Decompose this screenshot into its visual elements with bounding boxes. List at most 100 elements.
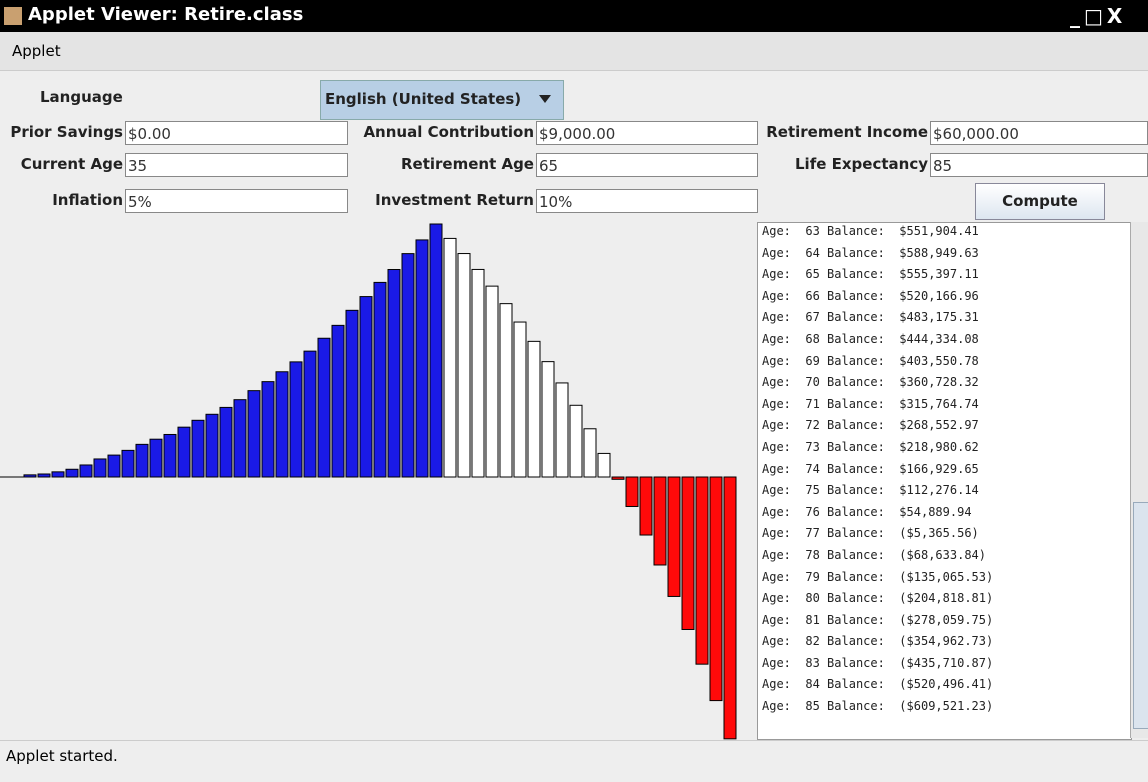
bar [457,253,471,478]
balance: $268,552.97 [899,418,979,433]
bar [65,468,79,478]
bar [527,340,541,478]
text-field[interactable]: 65 [536,153,758,177]
scroll-thumb[interactable] [1133,502,1148,729]
balance: $444,334.08 [899,331,979,346]
list-row: Age: 74 Balance: $166,929.65 [762,459,1131,481]
bar [681,476,695,630]
list-row: Age: 68 Balance: $444,334.08 [762,329,1131,351]
balance: $166,929.65 [899,461,979,476]
balance-prefix: Balance: [827,612,885,627]
field-label: Life Expectancy [795,155,928,173]
text-field[interactable]: $9,000.00 [536,121,758,145]
balance-prefix: Balance: [827,439,885,454]
age-prefix: Age: [762,677,791,692]
text-field[interactable]: 5% [125,189,348,213]
compute-button[interactable]: Compute [975,183,1105,220]
bar [261,381,275,478]
menu-item[interactable]: Applet [12,42,61,60]
bar [695,476,709,665]
balance: $54,889.94 [899,504,972,519]
balance-prefix: Balance: [827,569,885,584]
age-prefix: Age: [762,655,791,670]
field-label: Retirement Income [766,123,928,141]
status-text: Applet started. [6,747,118,765]
list-row: Age: 78 Balance: ($68,633.84) [762,545,1131,567]
balance-prefix: Balance: [827,655,885,670]
bar [415,239,429,478]
bar [219,406,233,478]
balance: $218,980.62 [899,439,979,454]
balance: $112,276.14 [899,483,979,498]
bar [191,419,205,478]
bar [387,269,401,478]
list-row: Age: 64 Balance: $588,949.63 [762,243,1131,265]
text-field[interactable]: 85 [930,153,1148,177]
bar [555,382,569,478]
bar [23,474,37,478]
age-prefix: Age: [762,547,791,562]
age: 64 [805,245,820,260]
bar [205,413,219,478]
age-prefix: Age: [762,612,791,627]
list-row: Age: 76 Balance: $54,889.94 [762,502,1131,524]
balance: $588,949.63 [899,245,979,260]
list-row: Age: 83 Balance: ($435,710.87) [762,653,1131,675]
field-label: Current Age [20,155,123,173]
text-field[interactable]: 10% [536,189,758,213]
age: 74 [805,461,820,476]
list-row: Age: 85 Balance: ($609,521.23) [762,696,1131,718]
list-row: Age: 65 Balance: $555,397.11 [762,264,1131,286]
bar [345,309,359,478]
age: 80 [805,591,820,606]
window-controls[interactable]: _□X [1070,4,1127,28]
balance: ($435,710.87) [899,655,994,670]
list-row: Age: 70 Balance: $360,728.32 [762,372,1131,394]
balance-prefix: Balance: [827,375,885,390]
status-bar: Applet started. [0,740,1148,771]
bar [723,476,737,740]
age-prefix: Age: [762,634,791,649]
text-field[interactable]: 35 [125,153,348,177]
bar [317,337,331,478]
balance-prefix: Balance: [827,245,885,260]
age-prefix: Age: [762,418,791,433]
language-value: English (United States) [325,90,522,108]
balance-prefix: Balance: [827,267,885,282]
age: 77 [805,526,820,541]
age: 73 [805,439,820,454]
balance: $520,166.96 [899,288,979,303]
balance: ($354,962.73) [899,634,994,649]
bar [541,361,555,478]
age: 81 [805,612,820,627]
bar [611,476,625,480]
list-row: Age: 81 Balance: ($278,059.75) [762,610,1131,632]
age-prefix: Age: [762,461,791,476]
list-row: Age: 69 Balance: $403,550.78 [762,351,1131,373]
age: 68 [805,331,820,346]
age-prefix: Age: [762,526,791,541]
list-row: Age: 63 Balance: $551,904.41 [762,223,1131,243]
age-prefix: Age: [762,396,791,411]
bar [93,458,107,478]
list-row: Age: 82 Balance: ($354,962.73) [762,631,1131,653]
text-field[interactable]: $60,000.00 [930,121,1148,145]
scrollbar[interactable] [1130,222,1148,738]
balance: ($204,818.81) [899,591,994,606]
balance-list: Age: 63 Balance: $551,904.41 Age: 64 Bala… [757,222,1132,740]
bar [51,471,65,478]
text-field[interactable]: $0.00 [125,121,348,145]
bar [121,449,135,478]
balance-prefix: Balance: [827,224,885,238]
age: 66 [805,288,820,303]
field-label: Annual Contribution [363,123,534,141]
title-bar: Applet Viewer: Retire.class _□X [0,0,1148,32]
age-prefix: Age: [762,699,791,714]
bar [233,399,247,478]
dropdown-arrow [539,95,551,103]
list-row: Age: 77 Balance: ($5,365.56) [762,523,1131,545]
bar [639,476,653,536]
language-dropdown[interactable]: English (United States) [320,80,564,120]
age-prefix: Age: [762,591,791,606]
